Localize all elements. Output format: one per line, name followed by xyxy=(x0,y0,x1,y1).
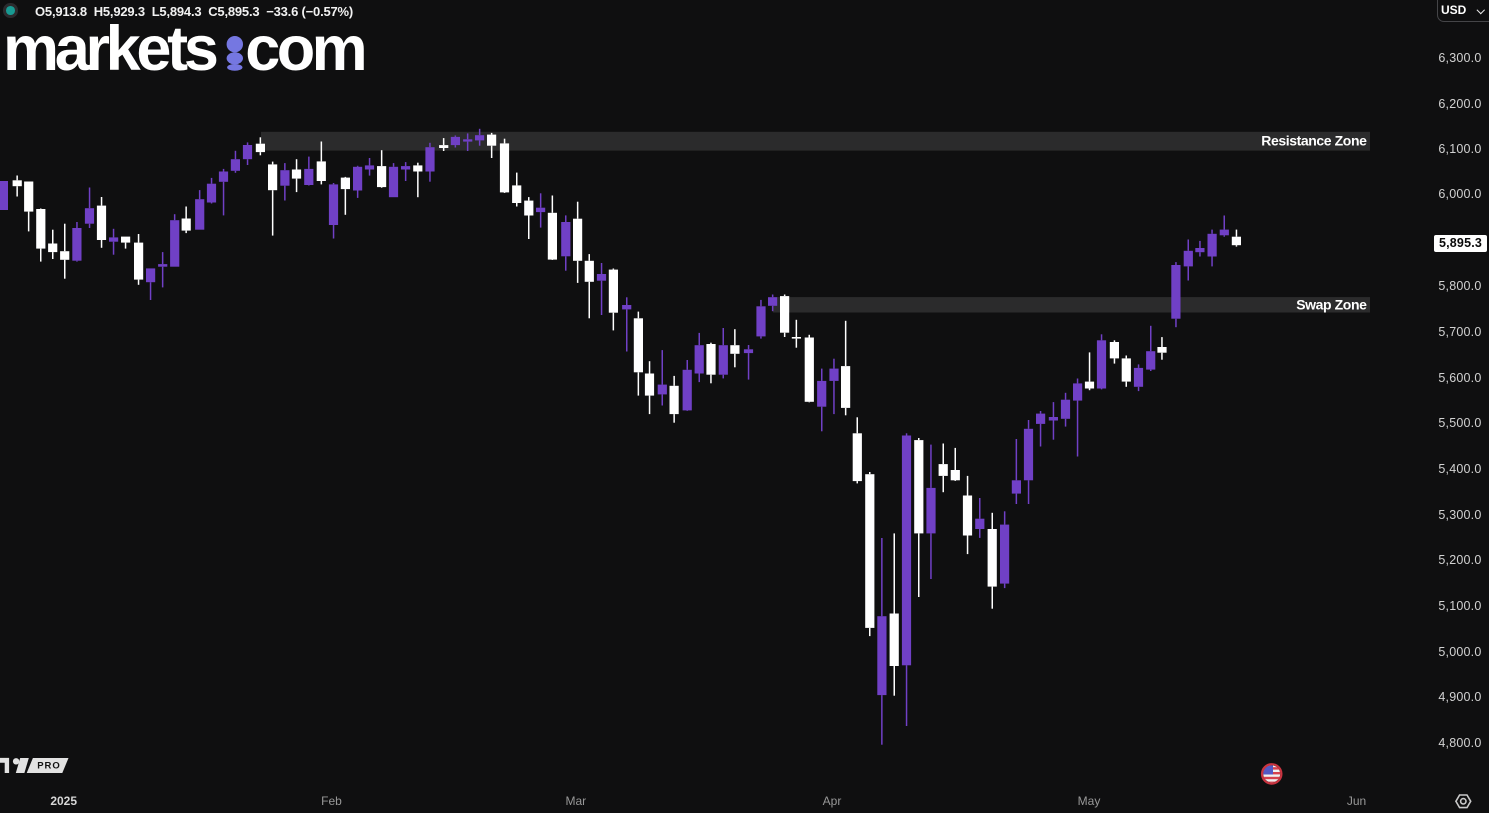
svg-text:Resistance Zone: Resistance Zone xyxy=(1261,132,1367,148)
svg-text:Swap Zone: Swap Zone xyxy=(1296,297,1367,313)
svg-text:PRO: PRO xyxy=(37,761,61,772)
